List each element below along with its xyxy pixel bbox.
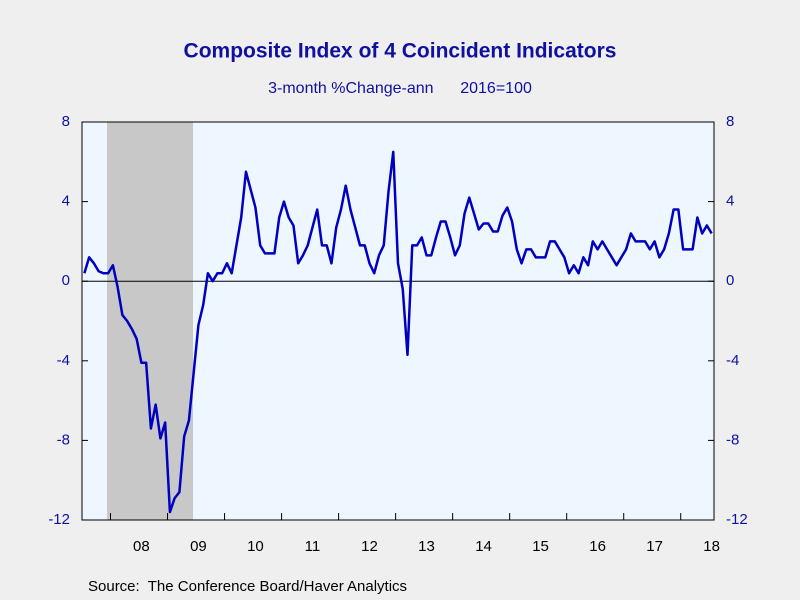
y2-tick-label: 0 (726, 272, 734, 289)
x-tick-label: 12 (361, 538, 378, 555)
x-tick-label: 14 (475, 538, 492, 555)
x-tick-label: 09 (190, 538, 207, 555)
x-tick-label: 10 (247, 538, 264, 555)
y2-tick-label: -8 (726, 431, 739, 448)
x-tick-label: 15 (532, 538, 549, 555)
x-tick-label: 08 (133, 538, 150, 555)
y-tick-label: 0 (62, 272, 70, 289)
y-tick-label: -12 (48, 511, 70, 528)
y2-tick-label: -4 (726, 352, 739, 369)
recession-shade (107, 122, 193, 520)
chart-title: Composite Index of 4 Coincident Indicato… (184, 40, 617, 63)
x-tick-label: 17 (646, 538, 663, 555)
y2-tick-label: -12 (726, 511, 748, 528)
y2-tick-label: 8 (726, 113, 734, 130)
y-tick-label: -4 (57, 352, 70, 369)
x-tick-label: 13 (418, 538, 435, 555)
plot-frame (81, 121, 715, 521)
y-tick-label: -8 (57, 431, 70, 448)
x-tick-label: 18 (703, 538, 720, 555)
y-tick-label: 4 (62, 193, 70, 210)
y2-tick-label: 4 (726, 193, 734, 210)
series-line (83, 150, 713, 514)
source-note: Source: The Conference Board/Haver Analy… (88, 578, 407, 595)
x-tick-label: 11 (305, 538, 321, 555)
y-tick-label: 8 (62, 113, 70, 130)
x-tick-label: 16 (589, 538, 606, 555)
chart-subtitle: 3-month %Change-ann 2016=100 (268, 80, 532, 97)
